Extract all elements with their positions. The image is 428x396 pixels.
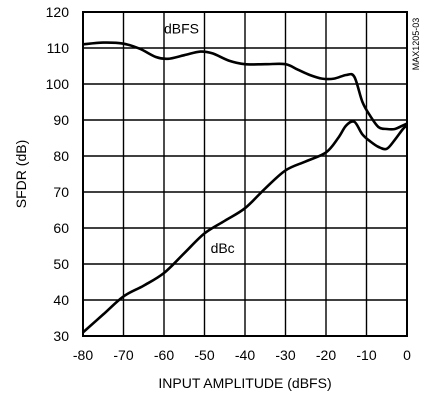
x-tick-label: 0 [403, 347, 411, 363]
x-tick-label: -20 [316, 347, 336, 363]
y-tick-label: 80 [53, 148, 69, 164]
figure-code: MAX1205-03 [411, 18, 421, 71]
y-tick-label: 70 [53, 184, 69, 200]
y-tick-label: 120 [46, 4, 70, 20]
y-tick-label: 60 [53, 220, 69, 236]
series-layer [82, 41, 408, 334]
x-tick-labels: -80 -70 -60 -50 -40 -30 -20 -10 0 [73, 347, 411, 363]
series-line-dbfs [82, 41, 408, 131]
x-tick-label: -30 [275, 347, 295, 363]
y-tick-label: 50 [53, 256, 69, 272]
x-tick-label: -60 [154, 347, 174, 363]
y-tick-label: 100 [46, 76, 70, 92]
series-label-dbc: dBc [211, 240, 235, 256]
x-tick-label: -40 [235, 347, 255, 363]
y-tick-label: 40 [53, 292, 69, 308]
plot-frame [82, 11, 408, 337]
y-tick-label: 110 [47, 40, 70, 56]
y-tick-label: 90 [53, 112, 69, 128]
y-axis-title: SFDR (dB) [13, 140, 29, 208]
y-tick-labels: 30 40 50 60 70 80 90 100 110 120 [46, 4, 70, 344]
grid [82, 11, 408, 337]
y-tick-label: 30 [53, 328, 69, 344]
x-axis-title: INPUT AMPLITUDE (dBFS) [158, 375, 331, 391]
x-tick-label: -10 [356, 347, 376, 363]
series-label-dbfs: dBFS [164, 21, 199, 37]
x-tick-label: -80 [73, 347, 93, 363]
series-line-dbc [82, 120, 408, 334]
x-tick-label: -50 [194, 347, 214, 363]
x-tick-label: -70 [113, 347, 133, 363]
